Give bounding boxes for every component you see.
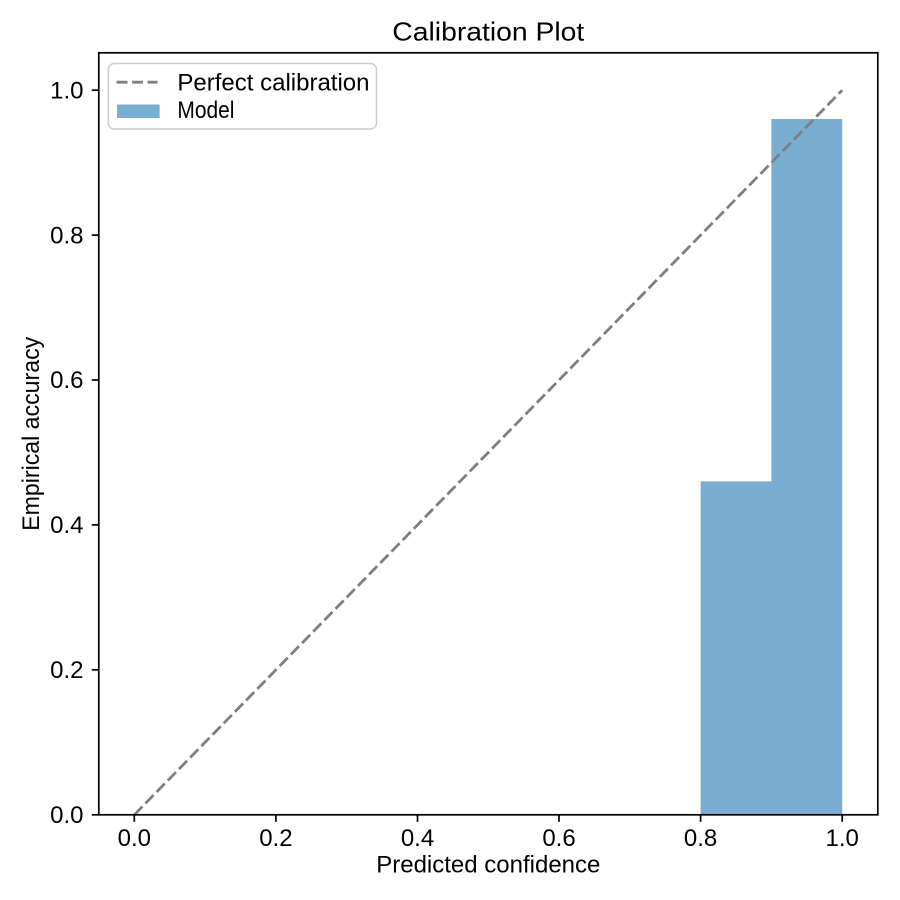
- svg-text:0.4: 0.4: [401, 825, 434, 852]
- svg-text:1.0: 1.0: [50, 77, 83, 104]
- svg-text:0.6: 0.6: [50, 367, 83, 394]
- svg-text:0.6: 0.6: [542, 825, 575, 852]
- svg-text:0.2: 0.2: [259, 825, 292, 852]
- svg-text:Predicted confidence: Predicted confidence: [376, 852, 600, 879]
- svg-text:0.0: 0.0: [118, 825, 151, 852]
- svg-text:0.0: 0.0: [50, 802, 83, 829]
- svg-text:0.8: 0.8: [684, 825, 717, 852]
- svg-text:Calibration Plot: Calibration Plot: [392, 17, 585, 47]
- svg-text:Empirical accuracy: Empirical accuracy: [18, 337, 45, 531]
- svg-text:0.2: 0.2: [50, 657, 83, 684]
- svg-text:0.4: 0.4: [50, 512, 83, 539]
- svg-text:0.8: 0.8: [50, 222, 83, 249]
- svg-text:Perfect calibration: Perfect calibration: [177, 70, 369, 97]
- svg-text:1.0: 1.0: [826, 825, 859, 852]
- svg-text:Model: Model: [177, 97, 234, 124]
